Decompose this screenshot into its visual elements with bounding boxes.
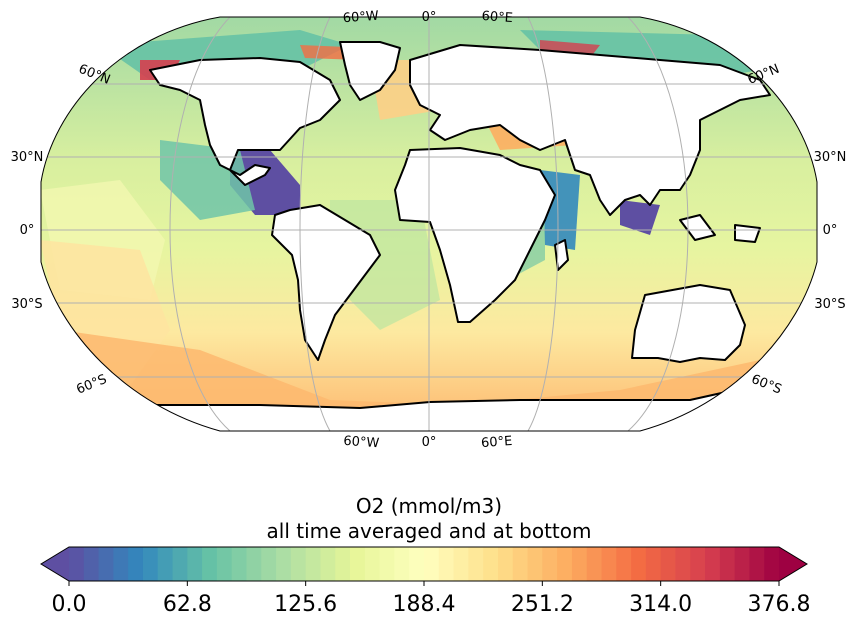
lat-label-right-30s: 30°S	[814, 297, 845, 312]
lat-label-right-60s: 60°S	[749, 372, 784, 398]
colorbar	[40, 546, 808, 582]
colorbar-segment	[690, 547, 706, 581]
greenland	[339, 41, 401, 101]
colorbar-tick-label: 0.0	[52, 592, 87, 617]
colorbar-tick-label: 62.8	[163, 592, 212, 617]
colorbar-segment	[305, 547, 322, 581]
colorbar-subtitle: all time averaged and at bottom	[267, 519, 592, 543]
colorbar-segment	[424, 547, 440, 581]
gridlines	[41, 17, 817, 431]
colorbar-segment	[512, 547, 529, 581]
colorbar-segment	[557, 547, 573, 581]
australia	[631, 284, 746, 363]
gridline-60e	[527, 17, 559, 431]
colorbar-tick-label: 314.0	[629, 592, 692, 617]
new-guinea	[734, 224, 761, 243]
colorbar-segment	[246, 547, 262, 581]
colorbar-segment	[586, 547, 603, 581]
gridline-60w	[299, 17, 331, 431]
colorbar-segment	[261, 547, 277, 581]
colorbar-segment	[675, 547, 691, 581]
colorbar-segment	[483, 547, 499, 581]
colorbar-title: O2 (mmol/m3)	[356, 494, 502, 518]
colorbar-segment	[571, 547, 588, 581]
colorbar-tick-label: 188.4	[393, 592, 456, 617]
colorbar-segment	[453, 547, 469, 581]
lon-label-top-60e: 60°E	[481, 9, 513, 26]
colorbar-segment	[631, 547, 647, 581]
colorbar-segment	[468, 547, 484, 581]
gridline-120e	[627, 17, 689, 431]
colorbar-segment	[497, 547, 514, 581]
north-america	[149, 57, 341, 186]
ocean-patch-bay-of-bengal	[620, 200, 660, 235]
colorbar-segment	[705, 547, 721, 581]
colorbar-segment	[379, 547, 396, 581]
colorbar-ticks: 0.0 62.8 125.6 188.4 251.2 314.0 376.8	[52, 581, 811, 617]
colorbar-segment	[320, 547, 336, 581]
colorbar-segment	[142, 547, 159, 581]
colorbar-segment	[527, 547, 543, 581]
colorbar-segment	[438, 547, 455, 581]
colorbar-segment	[350, 547, 366, 581]
colorbar-segment	[601, 547, 617, 581]
lat-label-left-30s: 30°S	[11, 297, 42, 312]
lon-label-bottom-60w: 60°W	[343, 434, 380, 451]
colorbar-segment	[202, 547, 218, 581]
map-boundary	[40, 16, 818, 432]
colorbar-segment	[290, 547, 307, 581]
colorbar-segment	[172, 547, 188, 581]
africa	[394, 147, 556, 323]
colorbar-segment	[276, 547, 292, 581]
colorbar-segment	[616, 547, 632, 581]
colorbar-extend-min	[41, 547, 69, 581]
colorbar-segment	[69, 547, 85, 581]
lon-label-bottom-60e: 60°E	[481, 434, 513, 451]
colorbar-segment	[734, 547, 751, 581]
colorbar-segment	[83, 547, 100, 581]
colorbar-segment	[128, 547, 144, 581]
colorbar-segment	[719, 547, 736, 581]
colorbar-segment	[542, 547, 558, 581]
colorbar-tick-label: 251.2	[511, 592, 574, 617]
colorbar-segment	[364, 547, 381, 581]
lat-label-right-30n: 30°N	[814, 150, 847, 165]
colorbar-segment	[645, 547, 662, 581]
lon-label-top-60w: 60°W	[342, 9, 379, 26]
colorbar-extend-max	[779, 547, 807, 581]
colorbar-segment	[113, 547, 129, 581]
lon-label-top-0: 0°	[422, 10, 437, 25]
colorbar-segment	[216, 547, 233, 581]
lon-label-bottom-0: 0°	[422, 435, 437, 450]
lat-label-left-0: 0°	[20, 223, 35, 238]
colorbar-segment	[335, 547, 351, 581]
lon-labels-top: 60°W 0° 60°E	[342, 9, 513, 26]
indonesia	[679, 214, 716, 241]
gridline-120w	[169, 17, 231, 431]
lat-label-right-0: 0°	[823, 223, 838, 238]
colorbar-tick-label: 376.8	[748, 592, 811, 617]
colorbar-segment	[394, 547, 410, 581]
colorbar-segment	[187, 547, 203, 581]
colorbar-tick-label: 125.6	[274, 592, 337, 617]
colorbar-segment	[660, 547, 677, 581]
colorbar-segment	[764, 547, 780, 581]
colorbar-segment	[157, 547, 174, 581]
lon-labels-bottom: 60°W 0° 60°E	[343, 434, 513, 451]
eurasia	[409, 44, 771, 216]
colorbar-segment	[749, 547, 765, 581]
lat-label-left-30n: 30°N	[11, 150, 44, 165]
colorbar-segment	[98, 547, 114, 581]
colorbar-segment	[231, 547, 248, 581]
colorbar-segment	[409, 547, 425, 581]
lat-label-left-60s: 60°S	[74, 372, 109, 398]
